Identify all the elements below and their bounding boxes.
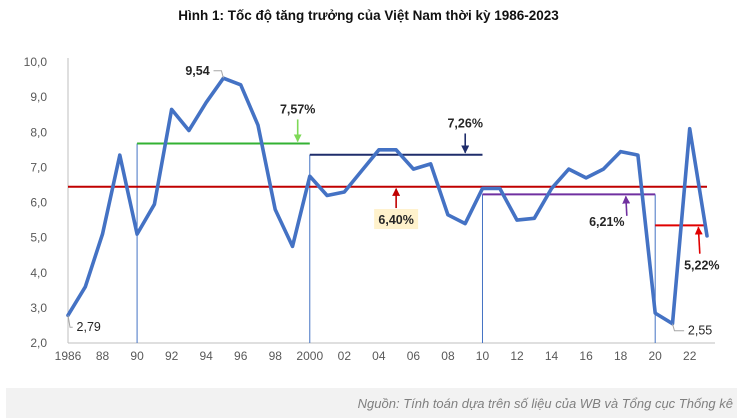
x-tick-label: 20 bbox=[649, 349, 663, 363]
x-tick-label: 04 bbox=[372, 349, 386, 363]
y-tick-label: 3,0 bbox=[30, 301, 47, 315]
annotation-label: 2,55 bbox=[688, 324, 712, 338]
annotation-label: 6,21% bbox=[589, 215, 624, 229]
data-point bbox=[343, 190, 346, 194]
data-point bbox=[688, 127, 691, 130]
data-point bbox=[256, 124, 260, 127]
annotation-label: 6,40% bbox=[378, 213, 413, 227]
data-point bbox=[619, 150, 622, 153]
x-tick-label: 94 bbox=[199, 349, 213, 363]
x-tick-label: 16 bbox=[579, 349, 593, 363]
x-tick-label: 14 bbox=[545, 349, 559, 363]
y-tick-label: 5,0 bbox=[30, 231, 47, 245]
x-tick-label: 12 bbox=[510, 349, 524, 363]
x-tick-label: 1986 bbox=[55, 349, 82, 363]
annotation-leader-line bbox=[213, 70, 224, 79]
x-tick-label: 90 bbox=[130, 349, 144, 363]
growth-line-chart: 2,0 3,0 4,0 5,0 6,0 7,0 8,0 9,0 10,0 1986 88 90 92 94… bbox=[24, 55, 720, 363]
data-point bbox=[118, 153, 122, 157]
data-point bbox=[274, 208, 277, 211]
x-tick-label: 96 bbox=[234, 349, 248, 363]
x-tick-label: 18 bbox=[614, 349, 628, 363]
data-point bbox=[602, 167, 605, 171]
x-tick-label: 22 bbox=[683, 349, 697, 363]
chart-title: Hình 1: Tốc độ tăng trưởng của Việt Nam … bbox=[178, 8, 559, 23]
data-point bbox=[533, 217, 536, 220]
data-point bbox=[567, 167, 571, 171]
data-point bbox=[291, 245, 294, 248]
data-point bbox=[550, 187, 553, 190]
data-point bbox=[308, 174, 311, 178]
x-tick-label: 08 bbox=[441, 349, 455, 363]
data-point bbox=[653, 311, 657, 315]
data-point bbox=[360, 169, 363, 173]
data-point bbox=[101, 232, 104, 236]
data-point bbox=[84, 285, 87, 288]
y-tick-label: 6,0 bbox=[30, 196, 47, 210]
annotation-label: 7,57% bbox=[280, 102, 315, 116]
source-note: Nguồn: Tính toán dựa trên số liệu của WB… bbox=[357, 396, 733, 411]
data-point bbox=[394, 148, 398, 152]
data-point bbox=[584, 176, 588, 180]
data-point bbox=[412, 167, 415, 171]
y-tick-label: 8,0 bbox=[30, 125, 47, 139]
data-point bbox=[464, 222, 467, 225]
annotation-arrow bbox=[622, 195, 631, 216]
y-tick-label: 7,0 bbox=[30, 160, 47, 174]
data-point bbox=[515, 218, 519, 222]
x-tick-label: 02 bbox=[338, 349, 352, 363]
y-tick-label: 2,0 bbox=[30, 336, 47, 350]
source-footer: Nguồn: Tính toán dựa trên số liệu của WB… bbox=[6, 388, 737, 418]
annotation-label: 7,26% bbox=[447, 116, 482, 130]
y-tick-label: 10,0 bbox=[24, 55, 48, 69]
annotation-label: 2,79 bbox=[77, 320, 101, 334]
growth-series-line bbox=[66, 76, 709, 326]
data-point bbox=[325, 194, 329, 197]
data-point bbox=[498, 187, 501, 190]
data-point bbox=[187, 129, 191, 132]
data-point bbox=[204, 101, 208, 104]
annotation-arrow bbox=[694, 226, 703, 254]
data-point bbox=[705, 234, 709, 238]
data-point bbox=[481, 187, 484, 190]
data-point bbox=[239, 83, 242, 87]
y-tick-label: 9,0 bbox=[30, 90, 47, 104]
x-tick-label: 10 bbox=[476, 349, 490, 363]
x-tick-label: 06 bbox=[407, 349, 421, 363]
data-point bbox=[429, 162, 432, 166]
y-tick-label: 4,0 bbox=[30, 266, 47, 280]
annotation-label: 9,54 bbox=[185, 64, 209, 78]
data-point bbox=[135, 232, 139, 236]
label-highlight-box bbox=[374, 209, 419, 230]
annotation-label: 5,22% bbox=[684, 259, 719, 273]
annotation-leader-line bbox=[67, 315, 73, 328]
data-point bbox=[377, 148, 381, 152]
data-point bbox=[153, 203, 156, 206]
data-point bbox=[636, 153, 640, 157]
x-tick-label: 98 bbox=[269, 349, 283, 363]
data-point bbox=[170, 108, 173, 111]
data-point bbox=[446, 213, 450, 216]
x-tick-label: 2000 bbox=[296, 349, 323, 363]
x-tick-label: 92 bbox=[165, 349, 179, 363]
annotation-leader-line bbox=[671, 323, 685, 332]
x-tick-label: 88 bbox=[96, 349, 110, 363]
